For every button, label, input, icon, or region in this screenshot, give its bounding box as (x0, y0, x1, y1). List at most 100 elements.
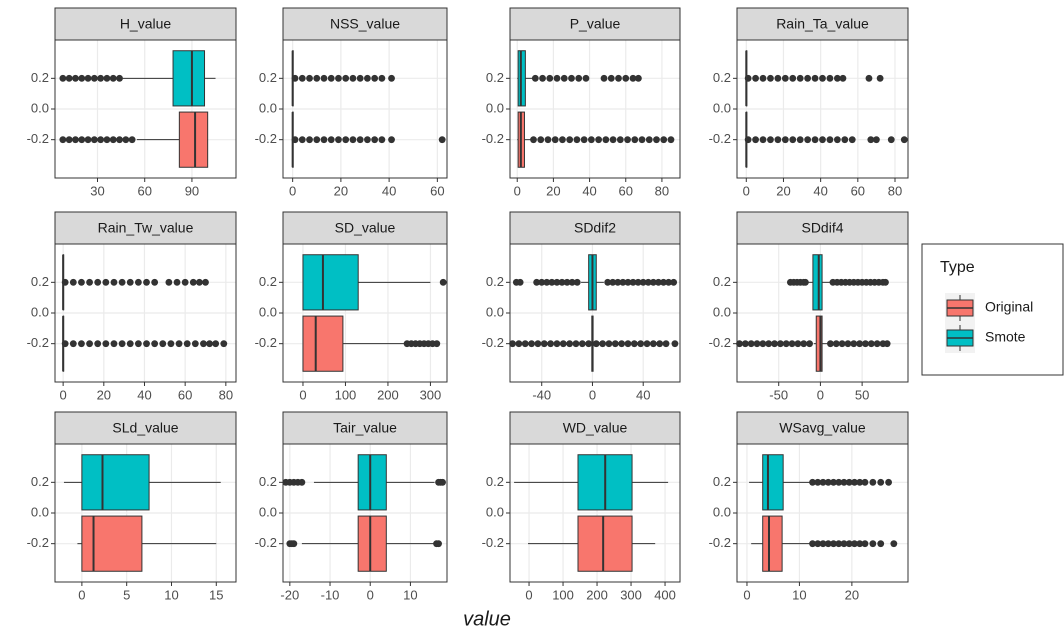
outlier (789, 136, 797, 144)
outlier (69, 340, 77, 348)
y-tick-label: 0.2 (713, 474, 731, 489)
outlier (84, 136, 92, 144)
outlier (97, 74, 105, 82)
outlier (869, 478, 877, 486)
y-tick-label: 0.0 (486, 100, 504, 115)
strip-title: WD_value (563, 420, 628, 436)
outlier (877, 540, 885, 548)
x-tick-label: 20 (845, 587, 859, 602)
y-tick-label: 0.0 (31, 504, 49, 519)
outlier (59, 136, 67, 144)
outlier (819, 478, 827, 486)
outlier (320, 136, 328, 144)
outlier (173, 278, 181, 286)
outlier (388, 74, 395, 82)
outlier (540, 340, 548, 348)
outlier (656, 340, 664, 348)
box (302, 315, 344, 372)
x-tick-label: 20 (546, 183, 560, 198)
outlier (110, 278, 118, 286)
outlier (806, 340, 813, 348)
y-tick-label: 0.2 (259, 474, 277, 489)
outlier (611, 340, 619, 348)
outlier (781, 74, 789, 82)
outlier (809, 540, 816, 548)
outlier (671, 340, 679, 348)
outlier (629, 74, 637, 82)
outlier (84, 74, 92, 82)
outlier (94, 340, 102, 348)
outlier (826, 74, 834, 82)
outlier (645, 136, 653, 144)
outlier (538, 278, 546, 286)
outlier (212, 340, 220, 348)
strip-title: Rain_Tw_value (98, 220, 194, 236)
outlier (371, 74, 379, 82)
outlier (804, 136, 812, 144)
x-tick-label: 50 (855, 387, 869, 402)
y-tick-label: 0.0 (486, 304, 504, 319)
box (302, 254, 359, 311)
outlier (794, 340, 802, 348)
outlier (759, 136, 767, 144)
outlier (602, 136, 610, 144)
outlier (885, 478, 892, 486)
outlier (298, 478, 306, 486)
y-tick-label: -0.2 (255, 335, 277, 350)
outlier (509, 340, 516, 348)
outlier (753, 340, 761, 348)
outlier (653, 136, 660, 144)
outlier (342, 74, 350, 82)
legend-title: Type (940, 259, 975, 276)
outlier (619, 278, 627, 286)
x-tick-label: 0 (299, 387, 306, 402)
outlier (126, 278, 134, 286)
x-tick-label: 10 (403, 587, 417, 602)
outlier (819, 540, 827, 548)
outlier (811, 74, 819, 82)
outlier (629, 278, 637, 286)
outlier (534, 340, 542, 348)
outlier (306, 136, 313, 144)
outlier (667, 136, 675, 144)
outlier (638, 136, 646, 144)
x-tick-label: 80 (219, 387, 233, 402)
outlier (78, 278, 85, 286)
y-tick-label: -0.2 (482, 131, 504, 146)
x-tick-label: 20 (776, 183, 790, 198)
strip-title: SLd_value (112, 420, 178, 436)
outlier (833, 74, 841, 82)
outlier (78, 136, 86, 144)
outlier (819, 74, 826, 82)
outlier (752, 136, 759, 144)
outlier (521, 340, 529, 348)
x-tick-label: 0 (367, 587, 374, 602)
outlier (662, 340, 670, 348)
outlier (568, 74, 575, 82)
panel-border (736, 39, 909, 179)
strip-title: NSS_value (330, 16, 400, 32)
outlier (592, 340, 600, 348)
strip (509, 411, 681, 445)
outlier (618, 340, 626, 348)
x-tick-label: -50 (769, 387, 788, 402)
outlier (65, 74, 73, 82)
outlier (189, 278, 197, 286)
outlier (635, 74, 642, 82)
x-tick-label: 100 (335, 387, 357, 402)
outlier (883, 340, 891, 348)
outlier (335, 136, 342, 144)
y-tick-label: -0.2 (482, 535, 504, 550)
outlier (313, 74, 321, 82)
y-tick-label: 0.2 (486, 474, 504, 489)
outlier (873, 340, 881, 348)
strip-title: SDdif2 (574, 220, 616, 236)
x-tick-label: 0 (817, 387, 824, 402)
outlier (607, 74, 615, 82)
x-tick-label: 60 (137, 183, 151, 198)
y-tick-label: 0.2 (31, 274, 49, 289)
outlier (845, 478, 853, 486)
outlier (539, 74, 546, 82)
outlier (752, 74, 759, 82)
outlier (736, 340, 743, 348)
